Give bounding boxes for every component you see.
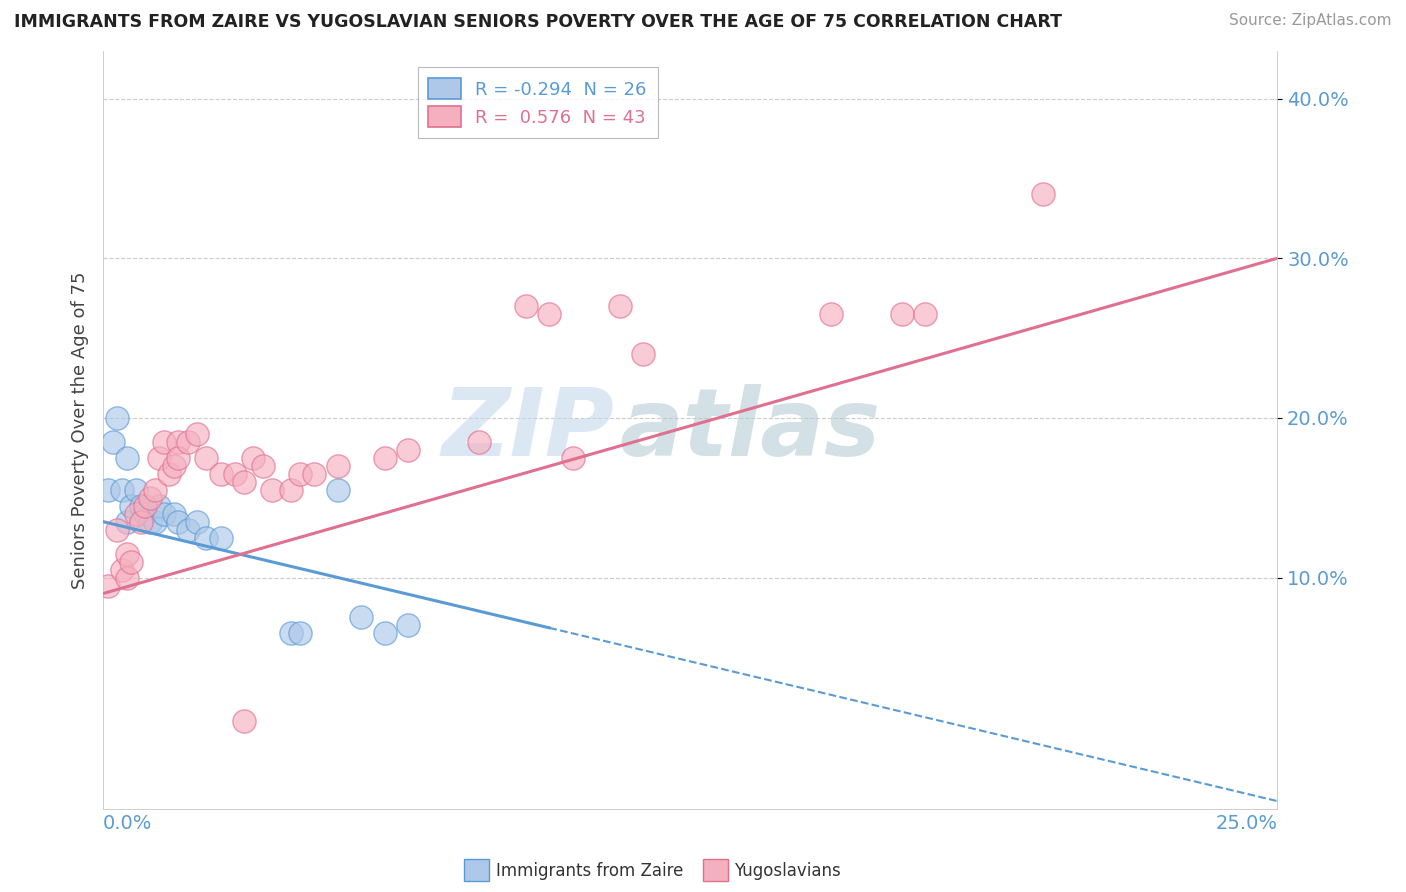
Point [148, 450, 170, 465]
Point [97, 578, 120, 592]
Point [290, 626, 312, 640]
Point [914, 307, 936, 321]
Point [143, 483, 166, 497]
Point [162, 458, 184, 473]
Point [115, 570, 138, 584]
Point [1031, 187, 1053, 202]
Point [139, 515, 162, 529]
Point [890, 307, 912, 321]
Point [538, 307, 561, 321]
Point [148, 499, 170, 513]
Point [468, 434, 491, 449]
Point [350, 610, 373, 624]
Point [186, 515, 208, 529]
Text: 0.0%: 0.0% [103, 814, 152, 833]
Point [176, 523, 198, 537]
Point [195, 531, 218, 545]
Text: 25.0%: 25.0% [1215, 814, 1277, 833]
Point [134, 499, 156, 513]
Point [139, 491, 162, 505]
Point [111, 483, 134, 497]
Text: Source: ZipAtlas.com: Source: ZipAtlas.com [1229, 13, 1392, 29]
Point [167, 434, 190, 449]
Point [561, 450, 583, 465]
Point [186, 426, 208, 441]
Point [252, 458, 274, 473]
Text: ZIP: ZIP [441, 384, 614, 475]
Point [290, 467, 312, 481]
Point [224, 467, 246, 481]
Point [609, 299, 631, 313]
Point [326, 458, 349, 473]
Point [326, 483, 349, 497]
Point [209, 531, 232, 545]
Point [105, 523, 128, 537]
Point [167, 450, 190, 465]
Y-axis label: Seniors Poverty Over the Age of 75: Seniors Poverty Over the Age of 75 [72, 271, 89, 589]
Point [153, 507, 176, 521]
Point [134, 507, 156, 521]
Point [101, 434, 124, 449]
Legend: R = -0.294  N = 26, R =  0.576  N = 43: R = -0.294 N = 26, R = 0.576 N = 43 [418, 67, 658, 138]
Point [115, 547, 138, 561]
Point [105, 410, 128, 425]
Point [374, 626, 396, 640]
Point [143, 515, 166, 529]
Point [396, 442, 419, 457]
Point [280, 626, 302, 640]
Point [633, 347, 655, 361]
Point [120, 555, 142, 569]
Text: Yugoslavians: Yugoslavians [734, 862, 841, 880]
Point [162, 507, 184, 521]
Point [820, 307, 842, 321]
Point [167, 515, 190, 529]
Point [97, 483, 120, 497]
Point [262, 483, 284, 497]
Point [120, 499, 142, 513]
Point [233, 714, 256, 729]
Point [115, 450, 138, 465]
Point [129, 515, 152, 529]
Point [153, 434, 176, 449]
Point [233, 475, 256, 489]
Point [129, 499, 152, 513]
Point [115, 515, 138, 529]
Point [195, 450, 218, 465]
Point [515, 299, 537, 313]
Point [242, 450, 264, 465]
Point [125, 483, 148, 497]
Point [176, 434, 198, 449]
Point [304, 467, 326, 481]
Text: IMMIGRANTS FROM ZAIRE VS YUGOSLAVIAN SENIORS POVERTY OVER THE AGE OF 75 CORRELAT: IMMIGRANTS FROM ZAIRE VS YUGOSLAVIAN SEN… [14, 13, 1062, 31]
Point [374, 450, 396, 465]
Point [157, 467, 180, 481]
Point [209, 467, 232, 481]
Text: atlas: atlas [620, 384, 882, 475]
Point [111, 563, 134, 577]
Text: Immigrants from Zaire: Immigrants from Zaire [496, 862, 683, 880]
Point [396, 618, 419, 632]
Point [280, 483, 302, 497]
Point [125, 507, 148, 521]
